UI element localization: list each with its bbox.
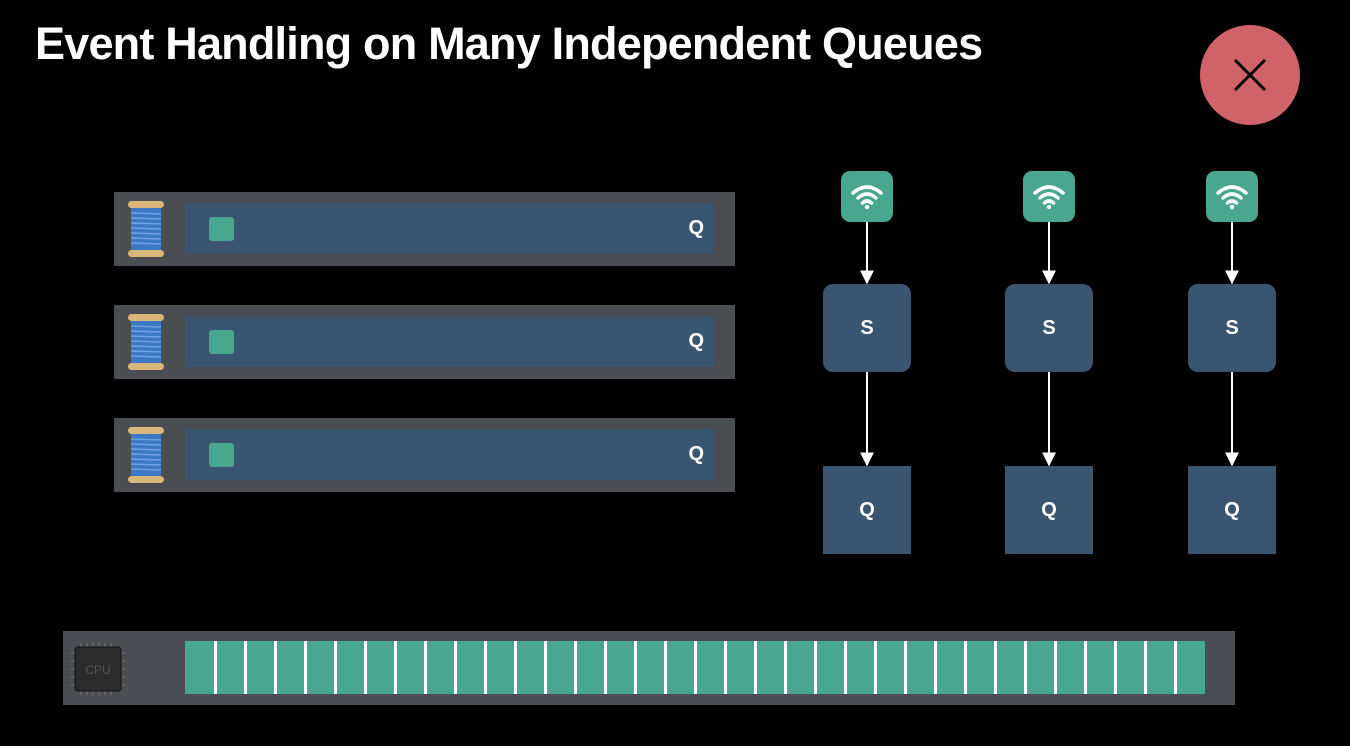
- cpu-core-divider: [393, 641, 397, 694]
- queue-label: Q: [688, 330, 704, 352]
- cpu-core-divider: [513, 641, 517, 694]
- cpu-chip-label: CPU: [85, 663, 110, 677]
- cpu-core-divider: [1143, 641, 1147, 694]
- cpu-core-divider: [333, 641, 337, 694]
- wifi-event-icon: [1206, 171, 1258, 222]
- wifi-icon: [851, 184, 883, 209]
- thread-row: Q: [114, 192, 735, 266]
- cpu-core-divider: [903, 641, 907, 694]
- work-item: [209, 217, 234, 241]
- cpu-core-divider: [1173, 641, 1177, 694]
- target-queue-label: Q: [1224, 498, 1240, 521]
- target-queue-label: Q: [859, 498, 875, 521]
- wifi-event-icon: [841, 171, 893, 222]
- thread-queue-bar: Q: [185, 316, 714, 367]
- cpu-core-divider: [633, 641, 637, 694]
- thread-spool-icon: [128, 427, 164, 483]
- cpu-core-divider: [723, 641, 727, 694]
- work-item: [209, 443, 234, 467]
- cpu-cores: [185, 641, 1205, 694]
- cpu-core-divider: [483, 641, 487, 694]
- thread-queue-bar: Q: [185, 429, 714, 480]
- slide-title: Event Handling on Many Independent Queue…: [35, 18, 983, 69]
- target-queue-box: Q: [1005, 466, 1093, 554]
- cpu-core-divider: [543, 641, 547, 694]
- close-button[interactable]: [1200, 25, 1300, 125]
- target-queue-box: Q: [823, 466, 911, 554]
- thread-row: Q: [114, 305, 735, 379]
- cpu-core-divider: [423, 641, 427, 694]
- cpu-core-divider: [933, 641, 937, 694]
- thread-spool-icon: [128, 314, 164, 370]
- source-label: S: [1225, 316, 1239, 339]
- cpu-core-divider: [843, 641, 847, 694]
- cpu-core-divider: [273, 641, 277, 694]
- event-source-box: S: [1188, 284, 1276, 372]
- cpu-core-divider: [303, 641, 307, 694]
- cpu-core-divider: [663, 641, 667, 694]
- cpu-core-divider: [453, 641, 457, 694]
- cpu-core-divider: [873, 641, 877, 694]
- source-label: S: [860, 316, 874, 339]
- thread-queue-bar: Q: [185, 203, 714, 254]
- wifi-icon: [1216, 184, 1248, 209]
- cpu-core-divider: [783, 641, 787, 694]
- wifi-event-icon: [1023, 171, 1075, 222]
- queue-label: Q: [688, 443, 704, 465]
- cpu-core-divider: [213, 641, 217, 694]
- cpu-core-divider: [693, 641, 697, 694]
- cpu-core-divider: [363, 641, 367, 694]
- close-icon[interactable]: [1233, 58, 1267, 92]
- work-item: [209, 330, 234, 354]
- cpu-core-divider: [573, 641, 577, 694]
- event-source-box: S: [823, 284, 911, 372]
- event-source-box: S: [1005, 284, 1093, 372]
- source-label: S: [1042, 316, 1056, 339]
- cpu-core-divider: [243, 641, 247, 694]
- queue-label: Q: [688, 217, 704, 239]
- cpu-core-divider: [993, 641, 997, 694]
- thread-spool-icon: [128, 201, 164, 257]
- cpu-core-divider: [1113, 641, 1117, 694]
- cpu-bar: CPU: [63, 631, 1235, 705]
- wifi-icon: [1033, 184, 1065, 209]
- cpu-core-divider: [1053, 641, 1057, 694]
- cpu-core-divider: [1083, 641, 1087, 694]
- thread-row: Q: [114, 418, 735, 492]
- cpu-core-divider: [753, 641, 757, 694]
- target-queue-label: Q: [1041, 498, 1057, 521]
- cpu-chip-icon: CPU: [71, 643, 125, 695]
- target-queue-box: Q: [1188, 466, 1276, 554]
- cpu-core-divider: [603, 641, 607, 694]
- cpu-core-divider: [963, 641, 967, 694]
- cpu-core-divider: [813, 641, 817, 694]
- cpu-core-divider: [1023, 641, 1027, 694]
